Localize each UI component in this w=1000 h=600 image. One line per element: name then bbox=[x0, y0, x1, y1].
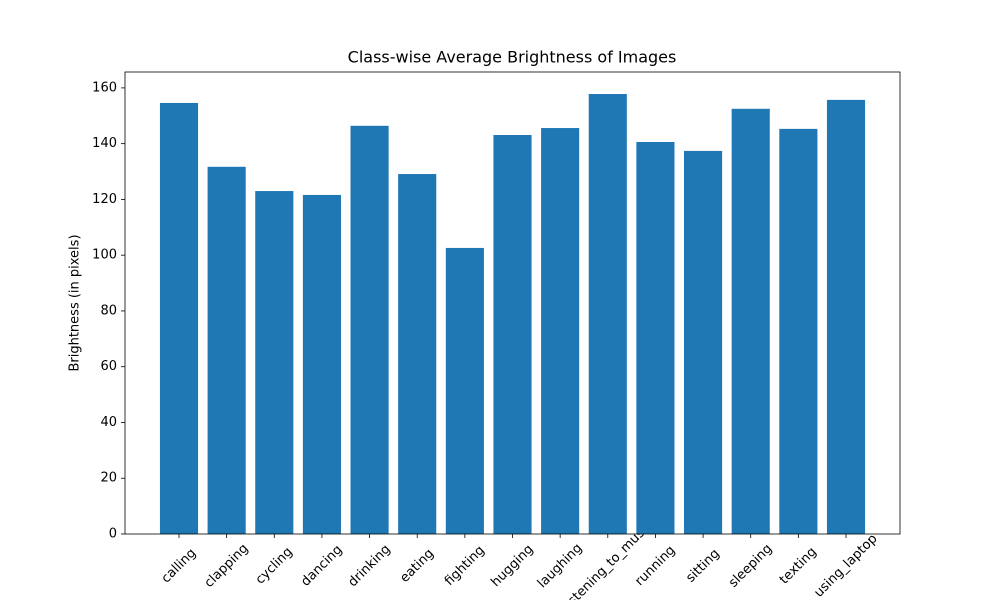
y-tick-label: 160 bbox=[92, 80, 117, 95]
chart-title: Class-wise Average Brightness of Images bbox=[348, 48, 677, 67]
y-tick-label: 20 bbox=[100, 471, 117, 486]
y-axis-label: Brightness (in pixels) bbox=[68, 234, 83, 371]
bar bbox=[445, 247, 484, 535]
plot-frame bbox=[124, 71, 901, 535]
bar bbox=[684, 150, 723, 534]
y-tick-label: 120 bbox=[92, 192, 117, 207]
bar bbox=[636, 141, 675, 535]
y-tick-label: 40 bbox=[100, 415, 117, 430]
bar bbox=[588, 94, 627, 534]
y-tick-label: 0 bbox=[109, 527, 117, 542]
y-tick-label: 140 bbox=[92, 136, 117, 151]
bar bbox=[779, 128, 818, 534]
bar bbox=[159, 102, 199, 534]
y-tick-label: 80 bbox=[100, 303, 117, 318]
bar bbox=[302, 194, 341, 534]
bar bbox=[541, 128, 580, 535]
bar bbox=[255, 191, 294, 534]
bar bbox=[731, 108, 770, 534]
y-tick-label: 100 bbox=[92, 248, 117, 263]
bar bbox=[398, 174, 437, 535]
bar bbox=[350, 125, 389, 534]
bar bbox=[207, 166, 246, 534]
y-tick-label: 60 bbox=[100, 359, 117, 374]
bar bbox=[493, 135, 532, 534]
bar bbox=[826, 99, 866, 534]
